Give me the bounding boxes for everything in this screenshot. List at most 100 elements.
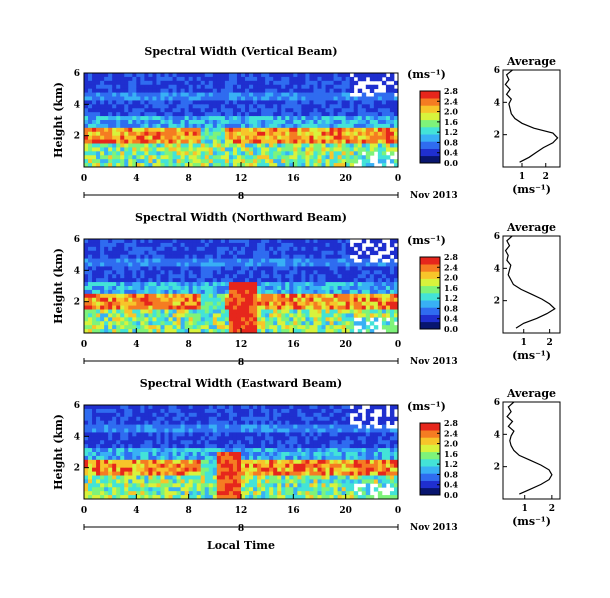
heatmap-cell xyxy=(184,289,190,295)
heatmap-cell xyxy=(220,321,226,326)
heatmap-cell xyxy=(180,143,186,148)
heatmap-cell xyxy=(128,127,133,133)
average-profile-line xyxy=(504,69,559,163)
heatmap-cell xyxy=(305,258,310,263)
heatmap-cell xyxy=(84,135,89,140)
heatmap-cell xyxy=(112,139,117,144)
heatmap-cell xyxy=(108,479,113,484)
heatmap-cell xyxy=(369,131,375,137)
heatmap-cell xyxy=(188,159,194,164)
heatmap-cell xyxy=(124,448,129,453)
heatmap-cell xyxy=(357,321,363,326)
heatmap-cell xyxy=(309,147,314,152)
heatmap-cell xyxy=(245,278,250,283)
heatmap-cell xyxy=(241,147,246,152)
heatmap-cell xyxy=(289,293,294,299)
heatmap-cell xyxy=(265,274,270,279)
heatmap-cell xyxy=(224,96,230,101)
heatmap-cell xyxy=(224,471,230,476)
heatmap-cell xyxy=(84,270,89,275)
heatmap-cell xyxy=(96,448,101,453)
heatmap-cell xyxy=(321,309,326,314)
heatmap-cell xyxy=(249,120,254,125)
heatmap-cell xyxy=(241,475,246,480)
heatmap-cell xyxy=(196,444,202,449)
heatmap-cell xyxy=(100,116,105,121)
heatmap-cell xyxy=(104,242,109,248)
heatmap-cell xyxy=(88,254,93,259)
heatmap-cell xyxy=(132,155,137,160)
heatmap-cell xyxy=(108,143,113,148)
heatmap-cell xyxy=(377,282,383,287)
heatmap-cell xyxy=(88,88,93,93)
heatmap-cell xyxy=(253,112,258,117)
heatmap-cell xyxy=(228,262,234,267)
heatmap-cell xyxy=(148,266,153,271)
heatmap-cell xyxy=(236,278,242,283)
heatmap-cell xyxy=(88,151,93,156)
heatmap-cell xyxy=(116,116,121,121)
heatmap-cell xyxy=(148,313,153,318)
heatmap-cell xyxy=(196,135,202,140)
colorbar-segment xyxy=(420,321,440,330)
heatmap-cell xyxy=(241,491,246,496)
heatmap-cell xyxy=(136,286,141,291)
heatmap-cell xyxy=(144,258,149,263)
heatmap-cell xyxy=(241,440,246,445)
heatmap-cell xyxy=(96,112,101,117)
heatmap-cell xyxy=(152,159,157,164)
heatmap-cell xyxy=(297,262,302,267)
heatmap-cell xyxy=(393,289,399,295)
heatmap-cell xyxy=(196,147,202,152)
heatmap-cell xyxy=(365,313,371,318)
heatmap-cell xyxy=(204,420,210,425)
heatmap-cell xyxy=(381,163,387,168)
heatmap-cell xyxy=(369,293,375,299)
average-title: Average xyxy=(506,55,556,68)
heatmap-cell xyxy=(176,143,182,148)
heatmap-cell xyxy=(108,483,113,488)
heatmap-cell xyxy=(136,159,141,164)
heatmap-cell xyxy=(188,471,194,476)
heatmap-cell xyxy=(132,262,137,267)
heatmap-cell xyxy=(104,155,109,160)
heatmap-cell xyxy=(285,444,290,449)
heatmap-cell xyxy=(220,459,226,465)
heatmap-cell xyxy=(200,242,206,248)
heatmap-cell xyxy=(176,471,182,476)
heatmap-cell xyxy=(172,432,177,437)
heatmap-cell xyxy=(216,436,222,441)
heatmap-cell xyxy=(249,289,254,295)
heatmap-cell xyxy=(152,135,157,140)
heatmap-cell xyxy=(297,88,302,93)
heatmap-cell xyxy=(285,440,290,445)
heatmap-cell xyxy=(313,325,318,330)
heatmap-cell xyxy=(389,104,395,109)
heatmap-cell xyxy=(180,96,186,101)
heatmap-cell xyxy=(144,479,149,484)
heatmap-cell xyxy=(228,455,234,461)
heatmap-cell xyxy=(297,116,302,121)
heatmap-cell xyxy=(152,96,157,101)
heatmap-cell xyxy=(168,309,173,314)
heatmap-cell xyxy=(92,239,97,244)
heatmap-cell xyxy=(313,313,318,318)
heatmap-cell xyxy=(353,135,359,140)
heatmap-cell xyxy=(148,123,153,129)
heatmap-cell xyxy=(128,254,133,259)
heatmap-cell xyxy=(196,123,202,129)
heatmap-cell xyxy=(160,163,165,168)
heatmap-cell xyxy=(285,116,290,121)
colorbar-tick-label: 2.4 xyxy=(444,96,458,106)
heatmap-cell xyxy=(128,131,133,137)
heatmap-cell xyxy=(241,436,246,441)
heatmap-cell xyxy=(112,432,117,437)
heatmap-cell xyxy=(152,239,157,244)
heatmap-cell xyxy=(96,428,101,433)
heatmap-cell xyxy=(152,120,157,125)
heatmap-cell xyxy=(208,73,214,78)
heatmap-cell xyxy=(164,258,169,263)
heatmap-cell xyxy=(353,242,359,248)
heatmap-cell xyxy=(212,147,218,152)
x-tick-label: 0 xyxy=(81,174,87,184)
